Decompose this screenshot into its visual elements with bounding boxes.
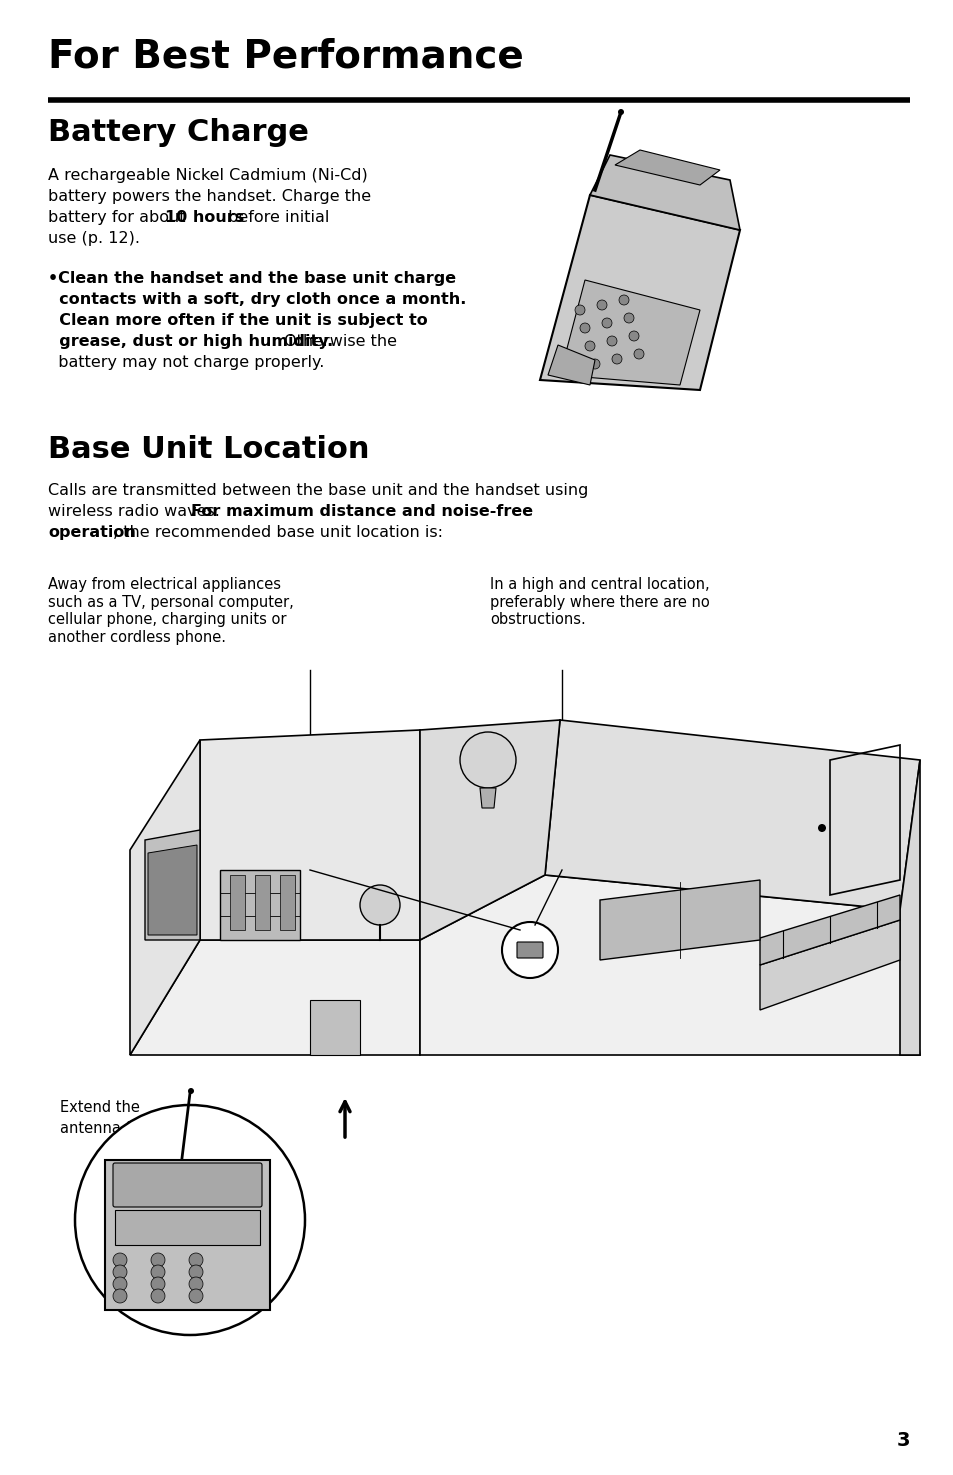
Circle shape — [189, 1289, 203, 1302]
Text: Extend the: Extend the — [60, 1100, 140, 1115]
Circle shape — [151, 1266, 165, 1279]
FancyBboxPatch shape — [280, 875, 294, 931]
Circle shape — [112, 1252, 127, 1267]
Text: battery for about: battery for about — [48, 209, 191, 226]
Circle shape — [112, 1289, 127, 1302]
Text: use (p. 12).: use (p. 12). — [48, 232, 140, 246]
Text: , the recommended base unit location is:: , the recommended base unit location is: — [112, 525, 442, 540]
Circle shape — [189, 1252, 203, 1267]
Circle shape — [584, 341, 595, 351]
Circle shape — [597, 299, 606, 310]
Polygon shape — [760, 920, 899, 1010]
Circle shape — [589, 358, 599, 369]
FancyBboxPatch shape — [230, 875, 245, 931]
Text: operation: operation — [48, 525, 135, 540]
Polygon shape — [148, 845, 196, 935]
Circle shape — [817, 825, 825, 832]
Text: Otherwise the: Otherwise the — [278, 333, 396, 350]
Circle shape — [112, 1277, 127, 1291]
Text: For maximum distance and noise-free: For maximum distance and noise-free — [191, 504, 533, 519]
Polygon shape — [547, 345, 595, 385]
Circle shape — [359, 885, 399, 925]
Text: Battery Charge: Battery Charge — [48, 118, 309, 148]
Polygon shape — [220, 870, 299, 940]
FancyBboxPatch shape — [517, 943, 542, 957]
Text: grease, dust or high humidity.: grease, dust or high humidity. — [48, 333, 333, 350]
Text: Calls are transmitted between the base unit and the handset using: Calls are transmitted between the base u… — [48, 482, 588, 499]
Text: battery may not charge properly.: battery may not charge properly. — [48, 355, 324, 370]
FancyBboxPatch shape — [115, 1210, 260, 1245]
Text: Away from electrical appliances
such as a TV, personal computer,
cellular phone,: Away from electrical appliances such as … — [48, 578, 294, 645]
Text: A rechargeable Nickel Cadmium (Ni-Cd): A rechargeable Nickel Cadmium (Ni-Cd) — [48, 168, 367, 183]
Circle shape — [188, 1089, 193, 1094]
Circle shape — [623, 313, 634, 323]
Text: Clean more often if the unit is subject to: Clean more often if the unit is subject … — [48, 313, 427, 327]
Circle shape — [151, 1252, 165, 1267]
Circle shape — [575, 305, 584, 316]
FancyBboxPatch shape — [112, 1162, 262, 1207]
Circle shape — [618, 295, 628, 305]
Polygon shape — [599, 881, 760, 960]
Text: before initial: before initial — [223, 209, 329, 226]
Text: In a high and central location,
preferably where there are no
obstructions.: In a high and central location, preferab… — [490, 578, 709, 627]
Circle shape — [579, 323, 589, 333]
Polygon shape — [105, 1159, 270, 1310]
Circle shape — [618, 109, 623, 115]
Circle shape — [189, 1277, 203, 1291]
Polygon shape — [419, 875, 919, 1055]
Circle shape — [151, 1289, 165, 1302]
FancyBboxPatch shape — [254, 875, 270, 931]
Polygon shape — [544, 720, 919, 910]
Text: contacts with a soft, dry cloth once a month.: contacts with a soft, dry cloth once a m… — [48, 292, 466, 307]
Text: battery powers the handset. Charge the: battery powers the handset. Charge the — [48, 189, 371, 204]
Polygon shape — [539, 195, 740, 389]
Text: 3: 3 — [896, 1431, 909, 1450]
Circle shape — [628, 330, 639, 341]
Circle shape — [601, 319, 612, 327]
Circle shape — [606, 336, 617, 347]
Polygon shape — [615, 150, 720, 184]
Polygon shape — [130, 740, 200, 1055]
Polygon shape — [559, 280, 700, 385]
Polygon shape — [899, 760, 919, 1055]
Circle shape — [112, 1266, 127, 1279]
Text: •Clean the handset and the base unit charge: •Clean the handset and the base unit cha… — [48, 271, 456, 286]
Text: For Best Performance: For Best Performance — [48, 38, 523, 77]
Polygon shape — [200, 730, 419, 940]
Polygon shape — [589, 155, 740, 230]
Polygon shape — [760, 895, 899, 965]
Text: wireless radio waves.: wireless radio waves. — [48, 504, 225, 519]
Circle shape — [75, 1105, 305, 1335]
Circle shape — [459, 732, 516, 788]
Text: Base Unit Location: Base Unit Location — [48, 435, 369, 465]
Circle shape — [634, 350, 643, 358]
Circle shape — [612, 354, 621, 364]
Polygon shape — [419, 720, 559, 940]
Polygon shape — [479, 788, 496, 808]
Polygon shape — [310, 1000, 359, 1055]
Text: antenna fully.: antenna fully. — [60, 1121, 159, 1136]
Polygon shape — [130, 940, 419, 1055]
Polygon shape — [145, 830, 200, 940]
Text: 10 hours: 10 hours — [165, 209, 244, 226]
Circle shape — [151, 1277, 165, 1291]
Circle shape — [189, 1266, 203, 1279]
Circle shape — [501, 922, 558, 978]
